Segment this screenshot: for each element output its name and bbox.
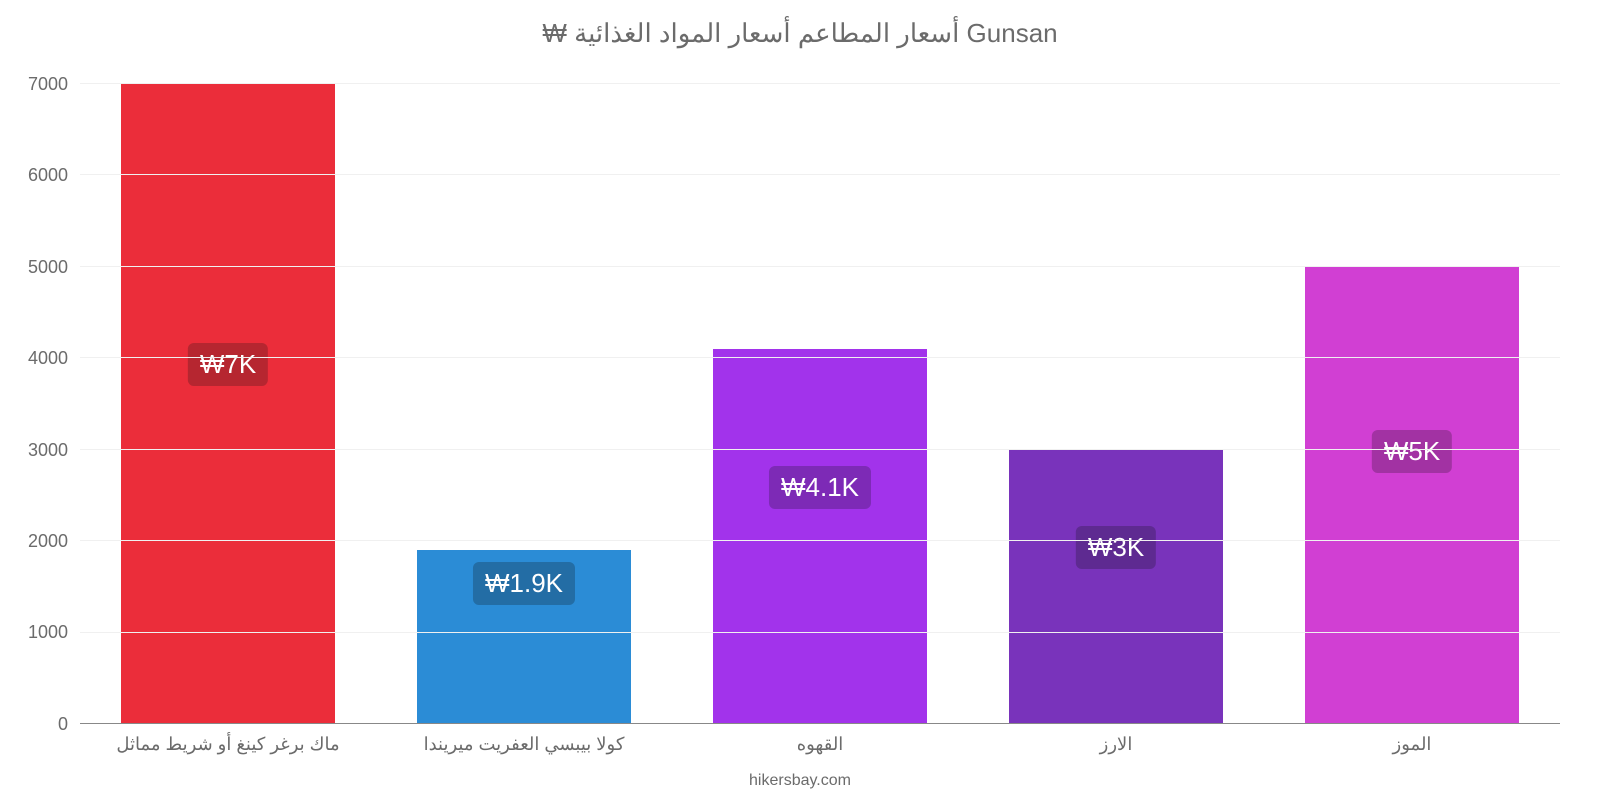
price-chart: ₩ أسعار المطاعم أسعار المواد الغذائية Gu…	[0, 0, 1600, 800]
grid-line	[80, 449, 1560, 450]
grid-line	[80, 266, 1560, 267]
bar	[121, 84, 334, 724]
grid-line	[80, 632, 1560, 633]
value-badge: ₩4.1K	[769, 466, 871, 509]
value-badge: ₩5K	[1372, 430, 1452, 473]
ytick-label: 2000	[28, 531, 80, 552]
bar	[1009, 450, 1222, 724]
bar-slot: ₩5Kالموز	[1264, 84, 1560, 724]
bars-layer: ₩7Kماك برغر كينغ أو شريط مماثل₩1.9Kكولا …	[80, 84, 1560, 724]
value-badge: ₩1.9K	[473, 562, 575, 605]
bar-slot: ₩3Kالارز	[968, 84, 1264, 724]
plot-area: ₩7Kماك برغر كينغ أو شريط مماثل₩1.9Kكولا …	[80, 84, 1560, 724]
ytick-label: 6000	[28, 165, 80, 186]
chart-title: ₩ أسعار المطاعم أسعار المواد الغذائية Gu…	[0, 18, 1600, 49]
ytick-label: 1000	[28, 622, 80, 643]
xtick-label: ماك برغر كينغ أو شريط مماثل	[116, 734, 339, 755]
xtick-label: الموز	[1393, 734, 1432, 755]
value-badge: ₩7K	[188, 343, 268, 386]
bar	[713, 349, 926, 724]
grid-line	[80, 357, 1560, 358]
grid-line	[80, 540, 1560, 541]
ytick-label: 0	[58, 714, 80, 735]
bar-slot: ₩4.1Kالقهوه	[672, 84, 968, 724]
xtick-label: كولا بيبسي العفريت ميريندا	[424, 734, 625, 755]
xtick-label: الارز	[1100, 734, 1133, 755]
bar-slot: ₩1.9Kكولا بيبسي العفريت ميريندا	[376, 84, 672, 724]
bar	[1305, 267, 1518, 724]
grid-line	[80, 83, 1560, 84]
ytick-label: 3000	[28, 440, 80, 461]
ytick-label: 7000	[28, 74, 80, 95]
attribution: hikersbay.com	[0, 772, 1600, 790]
ytick-label: 4000	[28, 348, 80, 369]
x-axis-line	[80, 723, 1560, 724]
value-badge: ₩3K	[1076, 526, 1156, 569]
bar-slot: ₩7Kماك برغر كينغ أو شريط مماثل	[80, 84, 376, 724]
grid-line	[80, 174, 1560, 175]
ytick-label: 5000	[28, 257, 80, 278]
xtick-label: القهوه	[797, 734, 844, 755]
